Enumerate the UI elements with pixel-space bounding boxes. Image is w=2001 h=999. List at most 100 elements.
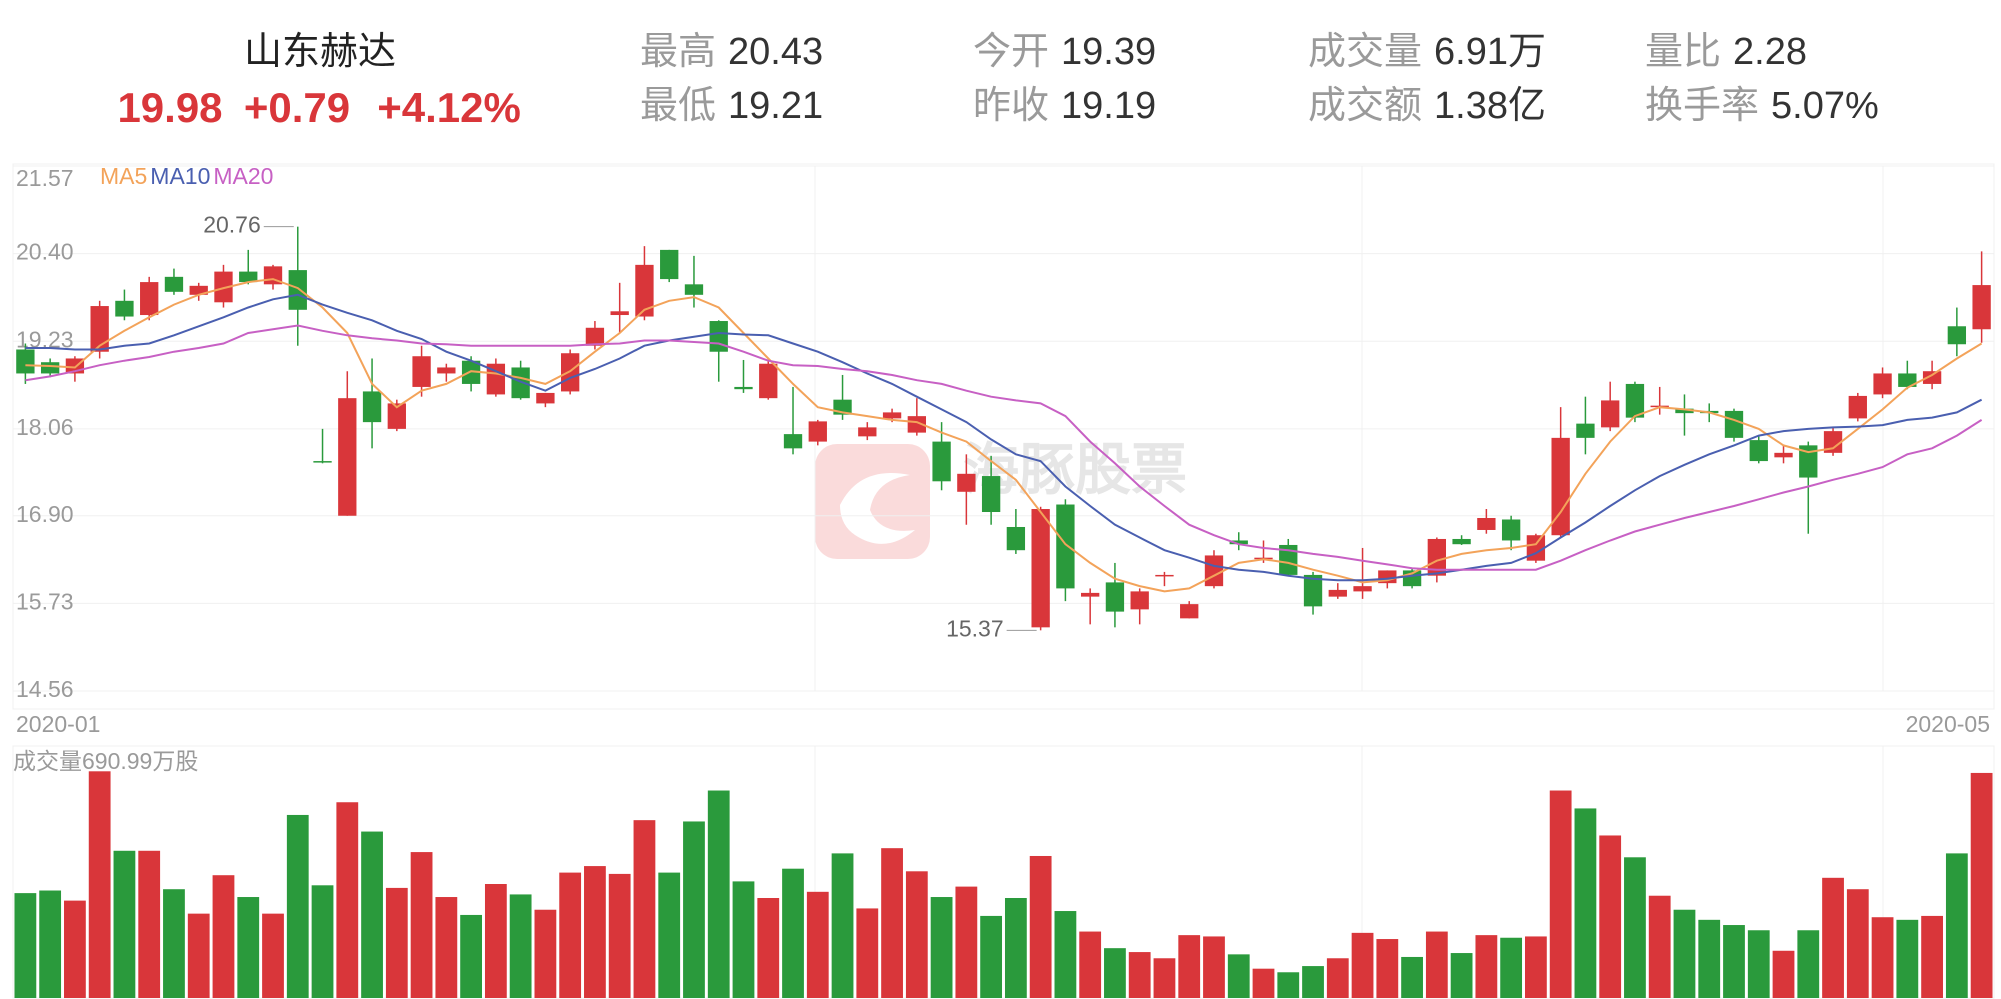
volume-bar	[1970, 772, 1993, 998]
stat-value: 19.39	[1061, 31, 1156, 73]
candle-body	[585, 327, 605, 346]
candle-body	[461, 360, 481, 384]
volume-bar	[1574, 808, 1597, 998]
stat-value: 2.28	[1733, 31, 1807, 73]
candle-body	[932, 441, 951, 482]
candle-body	[1130, 591, 1149, 610]
x-tick-label: 2020-05	[1906, 711, 1990, 737]
candle-body	[1848, 395, 1867, 419]
volume-bar	[905, 871, 928, 998]
candle-body	[1427, 538, 1447, 576]
y-tick-label: 21.57	[16, 165, 74, 191]
candle-body	[1006, 526, 1026, 551]
volume-bar	[1252, 968, 1275, 998]
volume-bar	[460, 914, 483, 998]
volume-bar	[1673, 909, 1696, 998]
candle-body	[635, 264, 654, 317]
stat-value: 20.43	[728, 31, 823, 73]
candle-body	[709, 321, 728, 352]
volume-bar	[1450, 953, 1473, 998]
stat-value: 6.91万	[1434, 31, 1546, 73]
volume-bar	[1549, 790, 1572, 998]
candle-body	[1105, 582, 1125, 612]
stat-label: 成交额	[1308, 85, 1422, 127]
candle-body	[1031, 509, 1050, 628]
candle-body	[759, 363, 778, 399]
volume-bar	[1326, 958, 1349, 998]
candle-body	[486, 363, 506, 395]
volume-bar	[559, 872, 582, 998]
volume-bar	[1475, 935, 1498, 998]
candle-body	[734, 386, 753, 390]
volume-bar	[484, 884, 507, 998]
volume-bar	[732, 881, 755, 998]
stat-label: 昨收	[973, 85, 1049, 127]
watermark-icon	[815, 444, 930, 559]
candle-body	[610, 311, 629, 316]
volume-bar	[1797, 930, 1820, 998]
candle-body	[1675, 408, 1694, 414]
candle-body	[1898, 373, 1917, 387]
volume-bar	[1029, 855, 1052, 998]
candle-body	[40, 362, 60, 374]
candle-body	[1922, 371, 1942, 384]
volume-bar	[1302, 966, 1324, 998]
volume-bar	[608, 873, 631, 998]
candle-body	[1947, 326, 1967, 345]
volume-bar	[509, 894, 532, 998]
volume-bar	[1698, 919, 1721, 998]
candle-body	[684, 284, 704, 295]
volume-bar	[1153, 958, 1176, 998]
volume-bar	[212, 875, 235, 998]
candle-body	[1724, 410, 1744, 438]
candle-body	[907, 416, 926, 433]
volume-bar	[1648, 895, 1671, 998]
candle-body	[1601, 400, 1620, 428]
volume-bar	[1376, 939, 1399, 998]
candle-body	[115, 300, 134, 317]
volume-bar	[930, 897, 953, 998]
candle-body	[1576, 423, 1595, 438]
volume-bar	[633, 820, 656, 998]
volume-bar	[361, 831, 383, 998]
candle-body	[1303, 574, 1323, 607]
extreme-label: 15.37	[946, 615, 1004, 641]
volume-bar	[980, 915, 1003, 998]
volume-bar	[1599, 835, 1622, 998]
volume-bar	[831, 853, 854, 998]
volume-bar	[1351, 932, 1374, 998]
candle-body	[660, 249, 679, 280]
candle-body	[1081, 592, 1100, 597]
volume-bar	[1846, 889, 1869, 998]
volume-bar	[1128, 952, 1151, 998]
candle-body	[783, 434, 803, 449]
legend-entry: MA5	[100, 163, 147, 189]
candle-body	[362, 391, 382, 423]
candle-body	[808, 421, 827, 442]
volume-bar	[163, 889, 185, 998]
volume-bar	[336, 802, 359, 998]
candle-body	[1279, 544, 1298, 575]
volume-bar	[1425, 931, 1448, 998]
volume-bar	[757, 898, 780, 998]
watermark-logo	[840, 473, 915, 544]
candle-body	[288, 270, 307, 310]
volume-bar	[1871, 917, 1894, 998]
volume-bar	[39, 890, 62, 998]
candle-body	[1799, 445, 1818, 478]
volume-bar	[1500, 937, 1523, 998]
y-tick-label: 15.73	[16, 588, 74, 614]
stat-label: 换手率	[1645, 85, 1759, 127]
extreme-label: 20.76	[203, 212, 261, 238]
stat-value: 19.19	[1061, 85, 1156, 127]
candle-body	[1155, 574, 1174, 577]
y-tick-label: 16.90	[16, 501, 74, 527]
volume-bar	[782, 868, 804, 998]
stat-label: 今开	[973, 31, 1049, 73]
volume-bar	[856, 908, 879, 998]
candle-body	[90, 306, 109, 352]
candle-body	[1229, 540, 1248, 545]
volume-bar	[1945, 853, 1968, 998]
stat-value: 5.07%	[1771, 85, 1879, 127]
volume-bar	[534, 909, 557, 998]
